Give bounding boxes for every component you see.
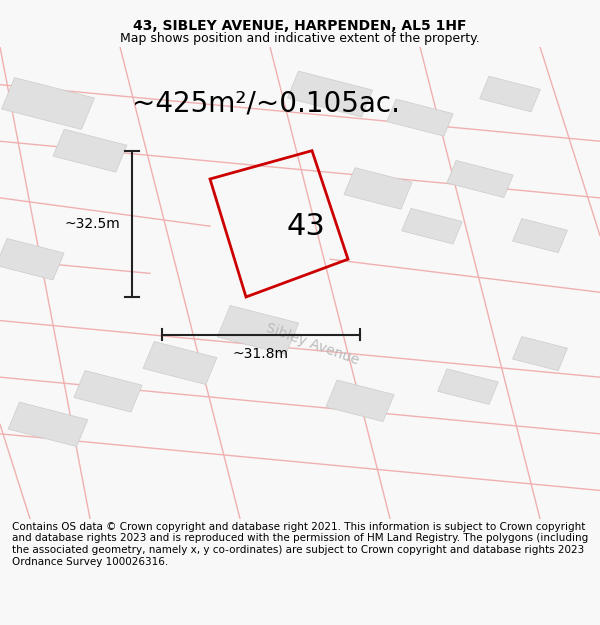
Text: ~31.8m: ~31.8m [233,346,289,361]
Polygon shape [401,208,463,244]
Polygon shape [512,336,568,371]
Polygon shape [437,369,499,404]
Polygon shape [512,219,568,253]
Text: ~32.5m: ~32.5m [64,217,120,231]
Polygon shape [74,371,142,412]
Text: Contains OS data © Crown copyright and database right 2021. This information is : Contains OS data © Crown copyright and d… [12,522,588,567]
Text: 43, SIBLEY AVENUE, HARPENDEN, AL5 1HF: 43, SIBLEY AVENUE, HARPENDEN, AL5 1HF [133,19,467,33]
Polygon shape [53,129,127,172]
Polygon shape [326,380,394,421]
Text: Sibley Avenue: Sibley Avenue [263,321,361,368]
Text: ~425m²/~0.105ac.: ~425m²/~0.105ac. [132,89,400,118]
Text: Map shows position and indicative extent of the property.: Map shows position and indicative extent… [120,32,480,45]
Polygon shape [479,76,541,112]
Polygon shape [287,71,373,117]
Polygon shape [447,161,513,198]
Text: 43: 43 [287,212,325,241]
Polygon shape [344,168,412,209]
Polygon shape [217,306,299,354]
Polygon shape [8,402,88,447]
Polygon shape [143,341,217,384]
Polygon shape [387,99,453,136]
Polygon shape [0,239,64,280]
Polygon shape [2,78,94,129]
